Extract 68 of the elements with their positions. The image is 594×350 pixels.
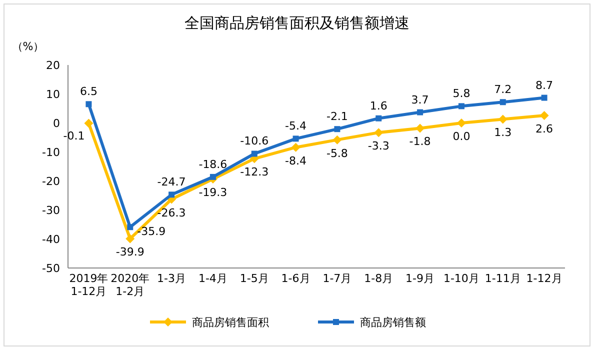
point	[210, 174, 216, 180]
y-tick-label: -20	[42, 175, 60, 188]
data-label: -8.4	[285, 154, 307, 168]
x-tick-label: 1-11月	[484, 272, 521, 285]
data-label: 7.2	[494, 83, 512, 96]
data-label: -5.4	[285, 120, 307, 133]
point	[541, 94, 548, 101]
legend-label: 商品房销售额	[360, 316, 426, 329]
x-tick-label: 2020年 1-2月	[110, 272, 150, 298]
data-label: -35.9	[137, 225, 166, 238]
data-label: -26.3	[157, 206, 186, 220]
point	[334, 126, 340, 132]
data-label: 6.5	[80, 85, 98, 98]
point	[498, 114, 508, 124]
point	[84, 118, 94, 128]
x-tick-label: 1-8月	[364, 272, 394, 285]
point	[540, 110, 549, 120]
point	[500, 99, 506, 106]
data-label: -1.8	[409, 135, 431, 148]
data-label: -12.3	[240, 166, 269, 179]
y-tick-label: -30	[42, 204, 60, 217]
point	[292, 136, 299, 142]
data-label: -24.7	[157, 176, 186, 189]
y-axis-title: （%）	[12, 40, 44, 53]
y-tick-label: -40	[42, 233, 60, 246]
data-label: 2.6	[536, 122, 554, 136]
data-label: 0.0	[452, 130, 470, 143]
data-label: -10.6	[240, 134, 269, 148]
x-tick-label: 1-3月	[157, 272, 186, 285]
data-label: -19.3	[198, 186, 228, 199]
x-tick-label: 1-4月	[198, 272, 228, 285]
y-tick-label: -50	[42, 262, 60, 275]
chart-title: 全国商品房销售面积及销售额增速	[184, 14, 410, 32]
data-label: -0.1	[63, 129, 85, 142]
x-tick-label: 1-5月	[240, 272, 269, 285]
point	[126, 234, 135, 244]
data-label: -18.6	[198, 158, 228, 171]
data-label: 8.7	[536, 78, 554, 92]
point	[86, 101, 92, 108]
data-label: -3.3	[368, 140, 390, 153]
point	[168, 192, 175, 198]
y-tick-label: -10	[42, 146, 60, 159]
x-tick-label: 1-7月	[322, 272, 352, 285]
data-label: -39.9	[116, 246, 144, 259]
data-label: 1.3	[494, 126, 512, 140]
point	[332, 135, 342, 144]
point	[291, 142, 300, 152]
y-tick-label: 20	[46, 59, 60, 72]
x-tick-label: 2019年 1-12月	[69, 272, 108, 298]
y-tick-label: 0	[53, 117, 60, 130]
data-label: 1.6	[370, 99, 388, 112]
data-label: 5.8	[452, 87, 470, 100]
data-label: -5.8	[326, 146, 348, 160]
point	[127, 224, 134, 230]
x-tick-label: 1-12月	[526, 272, 562, 285]
x-tick-label: 1-9月	[406, 272, 435, 285]
point	[416, 124, 425, 133]
point	[251, 150, 258, 157]
point	[374, 128, 384, 138]
point	[458, 103, 464, 110]
legend-label: 商品房销售面积	[192, 316, 269, 329]
point	[417, 109, 424, 116]
point	[376, 115, 382, 122]
y-tick-label: 10	[46, 88, 60, 101]
x-tick-label: 1-10月	[443, 272, 480, 285]
x-tick-label: 1-6月	[281, 272, 310, 285]
data-label: -2.1	[326, 110, 348, 124]
data-label: 3.7	[411, 93, 429, 106]
